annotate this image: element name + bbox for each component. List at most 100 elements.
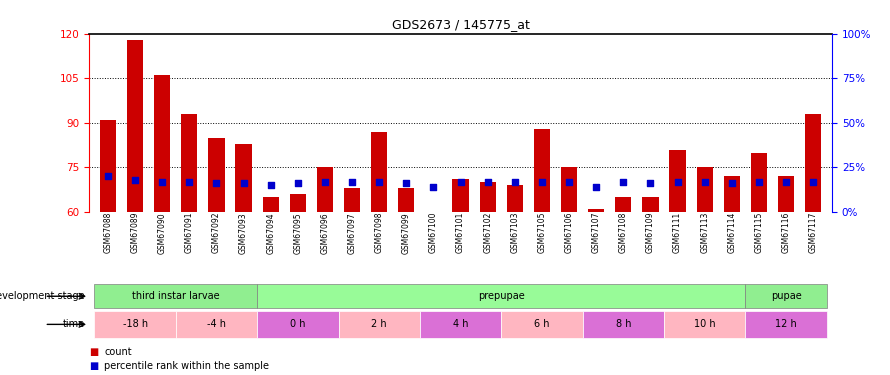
Text: 8 h: 8 h xyxy=(616,320,631,329)
Bar xyxy=(534,129,550,212)
Text: GSM67100: GSM67100 xyxy=(429,212,438,254)
Title: GDS2673 / 145775_at: GDS2673 / 145775_at xyxy=(392,18,530,31)
Text: GSM67109: GSM67109 xyxy=(646,212,655,254)
Text: GSM67108: GSM67108 xyxy=(619,212,627,253)
Bar xyxy=(506,185,523,212)
Bar xyxy=(615,197,631,212)
Point xyxy=(426,184,441,190)
Bar xyxy=(501,311,583,338)
Point xyxy=(507,178,522,184)
Point xyxy=(128,177,142,183)
Point xyxy=(372,178,386,184)
Text: GSM67116: GSM67116 xyxy=(781,212,790,253)
Point xyxy=(209,180,223,186)
Text: 12 h: 12 h xyxy=(775,320,797,329)
Point xyxy=(155,178,169,184)
Bar xyxy=(127,40,143,212)
Point xyxy=(291,180,305,186)
Bar xyxy=(94,284,257,308)
Bar xyxy=(561,167,578,212)
Text: ■: ■ xyxy=(89,361,98,371)
Text: 4 h: 4 h xyxy=(453,320,468,329)
Point xyxy=(535,178,549,184)
Text: GSM67107: GSM67107 xyxy=(592,212,601,254)
Bar xyxy=(100,120,116,212)
Point xyxy=(806,178,821,184)
Point xyxy=(698,178,712,184)
Bar xyxy=(745,311,827,338)
Bar xyxy=(176,311,257,338)
Text: GSM67103: GSM67103 xyxy=(510,212,520,254)
Bar xyxy=(338,311,420,338)
Text: GSM67114: GSM67114 xyxy=(727,212,736,253)
Text: count: count xyxy=(104,347,132,357)
Text: GSM67111: GSM67111 xyxy=(673,212,682,253)
Bar xyxy=(94,311,176,338)
Point xyxy=(562,178,576,184)
Point xyxy=(263,182,278,188)
Bar xyxy=(583,311,664,338)
Text: GSM67102: GSM67102 xyxy=(483,212,492,253)
Text: GSM67089: GSM67089 xyxy=(131,212,140,254)
Bar xyxy=(236,144,252,212)
Point xyxy=(752,178,766,184)
Text: 0 h: 0 h xyxy=(290,320,305,329)
Bar xyxy=(480,182,496,212)
Bar xyxy=(751,153,767,212)
Bar xyxy=(371,132,387,212)
Point xyxy=(670,178,684,184)
Bar xyxy=(208,138,224,212)
Text: GSM67091: GSM67091 xyxy=(185,212,194,254)
Text: GSM67097: GSM67097 xyxy=(348,212,357,254)
Text: ■: ■ xyxy=(89,347,98,357)
Bar xyxy=(643,197,659,212)
Text: GSM67088: GSM67088 xyxy=(103,212,112,253)
Text: GSM67115: GSM67115 xyxy=(755,212,764,253)
Text: time: time xyxy=(62,320,85,329)
Text: GSM67105: GSM67105 xyxy=(538,212,546,254)
Bar xyxy=(344,188,360,212)
Point xyxy=(318,178,332,184)
Bar xyxy=(452,179,469,212)
Point xyxy=(400,180,414,186)
Text: GSM67096: GSM67096 xyxy=(320,212,329,254)
Point xyxy=(237,180,251,186)
Bar xyxy=(669,150,685,212)
Text: GSM67101: GSM67101 xyxy=(456,212,465,253)
Bar xyxy=(778,176,794,212)
Bar xyxy=(805,114,821,212)
Text: development stage: development stage xyxy=(0,291,85,301)
Text: GSM67106: GSM67106 xyxy=(564,212,573,254)
Bar xyxy=(317,167,333,212)
Point xyxy=(589,184,603,190)
Point xyxy=(779,178,793,184)
Point xyxy=(643,180,658,186)
Bar xyxy=(724,176,740,212)
Text: GSM67094: GSM67094 xyxy=(266,212,275,254)
Text: GSM67090: GSM67090 xyxy=(158,212,166,254)
Text: 2 h: 2 h xyxy=(371,320,387,329)
Text: -4 h: -4 h xyxy=(207,320,226,329)
Text: GSM67095: GSM67095 xyxy=(294,212,303,254)
Bar xyxy=(257,284,745,308)
Text: GSM67098: GSM67098 xyxy=(375,212,384,254)
Text: GSM67113: GSM67113 xyxy=(700,212,709,253)
Bar xyxy=(745,284,827,308)
Text: percentile rank within the sample: percentile rank within the sample xyxy=(104,361,269,371)
Text: -18 h: -18 h xyxy=(123,320,148,329)
Bar xyxy=(290,194,306,212)
Text: 6 h: 6 h xyxy=(534,320,550,329)
Bar xyxy=(588,209,604,212)
Bar xyxy=(664,311,745,338)
Text: GSM67093: GSM67093 xyxy=(239,212,248,254)
Text: third instar larvae: third instar larvae xyxy=(132,291,220,301)
Bar xyxy=(154,75,170,212)
Text: GSM67099: GSM67099 xyxy=(401,212,411,254)
Point xyxy=(182,178,197,184)
Point xyxy=(724,180,739,186)
Text: prepupae: prepupae xyxy=(478,291,524,301)
Text: 10 h: 10 h xyxy=(694,320,716,329)
Bar xyxy=(697,167,713,212)
Point xyxy=(101,173,115,179)
Text: GSM67092: GSM67092 xyxy=(212,212,221,254)
